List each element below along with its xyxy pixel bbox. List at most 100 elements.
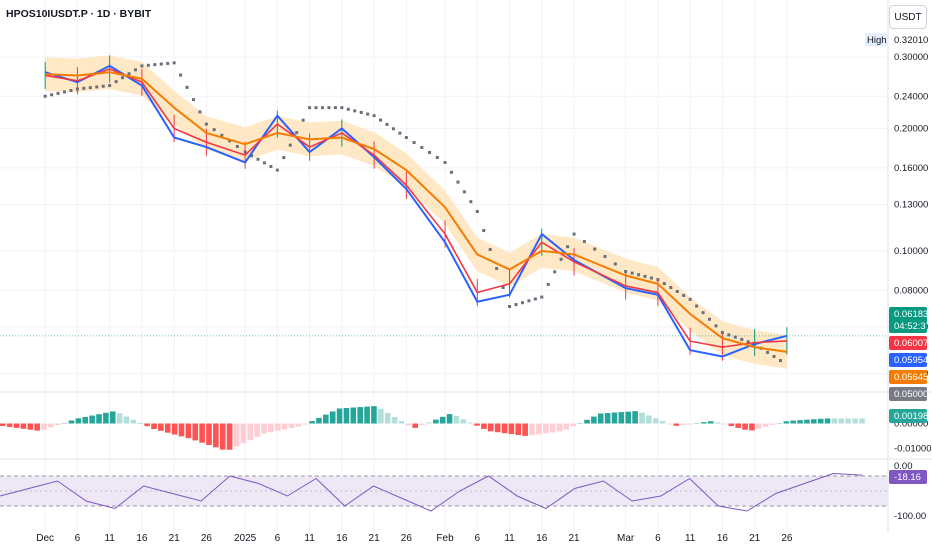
- macd-bar: [701, 422, 707, 424]
- x-tick-label: 11: [504, 533, 515, 544]
- macd-bar: [302, 423, 309, 425]
- psar-dot: [669, 286, 673, 290]
- psar-dot: [488, 247, 492, 251]
- psar-dot: [553, 270, 557, 274]
- psar-dot: [482, 228, 486, 232]
- psar-dot: [275, 168, 279, 172]
- psar-dot: [443, 160, 447, 164]
- macd-bar: [137, 422, 144, 424]
- macd-bar: [804, 419, 810, 424]
- macd-bar: [749, 423, 755, 431]
- psar-dot: [624, 269, 628, 273]
- macd-bar: [460, 419, 467, 424]
- macd-bar: [412, 423, 418, 428]
- macd-bar: [226, 423, 233, 450]
- symbol-name: HPOS10IUSDT.P: [6, 8, 88, 20]
- macd-bar: [831, 418, 838, 424]
- macd-bar: [604, 413, 611, 424]
- psar-dot: [559, 257, 563, 261]
- psar-dot: [688, 297, 692, 301]
- macd-bar: [515, 423, 522, 435]
- psar-dot: [127, 72, 131, 76]
- x-tick-label: 21: [568, 533, 580, 544]
- x-tick-label: 21: [369, 533, 381, 544]
- psar-dot: [778, 359, 782, 363]
- macd-bar: [48, 423, 54, 428]
- macd-bar: [522, 423, 528, 436]
- x-tick-label: 11: [304, 533, 315, 544]
- macd-bar: [433, 419, 439, 424]
- x-tick-label: 6: [475, 533, 481, 544]
- psar-dot: [435, 155, 439, 159]
- macd-bar: [164, 423, 171, 433]
- psar-dot: [720, 331, 724, 335]
- macd-bar: [329, 411, 336, 424]
- symbol-header[interactable]: HPOS10IUSDT.P · 1D · BYBIT: [6, 8, 151, 20]
- psar-dot: [701, 311, 705, 315]
- psar-dot: [198, 110, 202, 114]
- macd-bar: [34, 423, 40, 431]
- macd-bar: [419, 423, 425, 426]
- psar-dot: [250, 154, 254, 158]
- macd-bar: [364, 406, 370, 424]
- interval-label: 1D: [96, 8, 111, 20]
- macd-bar: [27, 423, 34, 430]
- psar-dot: [366, 112, 370, 116]
- rsi-value-tag: [889, 470, 927, 484]
- psar-dot: [353, 109, 357, 113]
- psar-dot: [140, 64, 144, 68]
- psar-dot: [469, 200, 473, 204]
- macd-bar: [123, 416, 130, 424]
- macd-bar: [618, 412, 625, 424]
- psar-dot: [456, 180, 460, 184]
- macd-bar: [405, 423, 412, 426]
- x-tick-label: 2025: [234, 533, 257, 544]
- x-tick-label: 21: [169, 533, 181, 544]
- ma-line-2: [45, 71, 788, 353]
- psar-dot: [133, 68, 137, 72]
- psar-dot: [43, 94, 47, 98]
- macd-bar: [439, 416, 446, 424]
- macd-bar: [384, 412, 391, 424]
- psar-dot: [63, 90, 66, 94]
- psar-dot: [372, 114, 376, 118]
- psar-dot: [82, 86, 86, 90]
- psar-dot: [282, 156, 286, 160]
- y-tick-label: 0.20000: [894, 123, 928, 134]
- macd-bar: [398, 421, 405, 424]
- macd-bar: [426, 422, 432, 424]
- psar-dot: [379, 118, 383, 122]
- currency-button[interactable]: USDT: [889, 5, 927, 29]
- macd-bar: [240, 423, 247, 444]
- psar-dot: [172, 61, 176, 65]
- macd-bar: [577, 423, 583, 425]
- macd-bar: [219, 423, 226, 450]
- macd-bar: [68, 420, 75, 424]
- psar-dot: [185, 85, 189, 89]
- rsi-y-tick: 0.00: [894, 461, 913, 472]
- psar-dot: [321, 106, 324, 110]
- macd-bar: [783, 421, 790, 424]
- psar-dot: [637, 273, 641, 277]
- x-tick-label: 6: [655, 533, 661, 544]
- psar-dot: [235, 144, 239, 148]
- psar-dot: [613, 262, 617, 266]
- psar-dot: [450, 170, 453, 174]
- macd-bar: [563, 423, 570, 430]
- ma-line-1: [45, 68, 787, 348]
- x-tick-label: Mar: [617, 533, 635, 544]
- macd-bar: [508, 423, 515, 435]
- macd-bar: [529, 423, 535, 436]
- macd-bar: [20, 423, 27, 429]
- psar-dot: [766, 350, 770, 354]
- header-sep-1: ·: [90, 8, 94, 20]
- macd-bar: [487, 423, 494, 432]
- macd-bar: [391, 416, 398, 424]
- macd-bar: [158, 423, 164, 431]
- macd-bar: [756, 423, 762, 429]
- macd-bar: [797, 420, 803, 424]
- psar-dot: [630, 271, 634, 275]
- macd-bar: [824, 418, 831, 424]
- rsi-value-text: -18.16: [894, 472, 921, 483]
